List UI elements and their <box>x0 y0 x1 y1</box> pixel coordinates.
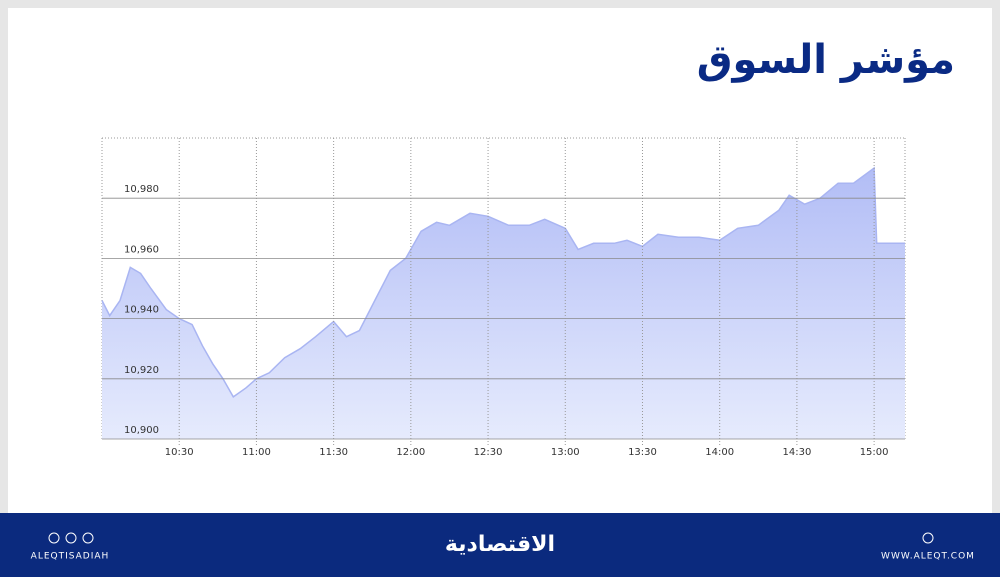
y-tick-label: 10,960 <box>124 244 159 255</box>
website: WWW.ALEQT.COM <box>881 552 975 562</box>
web-icon <box>922 532 934 544</box>
plot: 10,900 10,920 10,940 10,960 10,980 10:30 11:00… <box>101 137 906 458</box>
chart-title: مؤشر السوق <box>697 37 955 83</box>
x-tick-label: 12:30 <box>474 447 503 458</box>
y-tick-label: 10,940 <box>124 305 159 316</box>
area-fill <box>102 168 905 439</box>
x-tick-label: 14:30 <box>782 447 811 458</box>
y-tick-label: 10,900 <box>124 425 159 436</box>
x-tick-label: 15:00 <box>860 447 889 458</box>
price-line <box>101 166 905 398</box>
x-tick-label: 10:30 <box>165 447 194 458</box>
social-icons <box>48 532 94 544</box>
y-tick-label: 10,920 <box>124 365 159 376</box>
footer <box>0 513 1000 577</box>
x-tick-label: 13:00 <box>551 447 580 458</box>
brand-logo: الاقتصادية <box>445 532 555 557</box>
x-tick-label: 11:00 <box>242 447 271 458</box>
x-tick-label: 12:00 <box>396 447 425 458</box>
social-handle: ALEQTISADIAH <box>31 552 110 562</box>
x-tick-label: 11:30 <box>319 447 348 458</box>
x-tick-label: 13:30 <box>628 447 657 458</box>
x-tick-label: 14:00 <box>705 447 734 458</box>
y-tick-label: 10,980 <box>124 184 159 195</box>
